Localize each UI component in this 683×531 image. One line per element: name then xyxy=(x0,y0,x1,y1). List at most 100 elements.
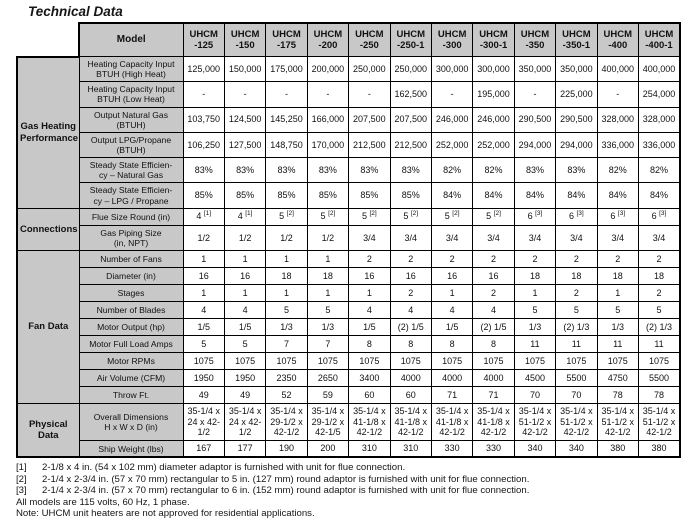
data-cell: 1 xyxy=(182,249,225,268)
data-cell: 16 xyxy=(223,266,267,285)
data-cell: 5 xyxy=(223,334,267,353)
data-cell: 2 xyxy=(555,249,598,268)
data-cell: 85% xyxy=(348,182,391,209)
data-cell: 250,000 xyxy=(389,55,432,83)
data-cell: 1075 xyxy=(223,351,267,370)
data-cell: 4 xyxy=(430,300,474,319)
data-cell: 1 xyxy=(430,283,474,302)
data-cell: 1 xyxy=(265,283,308,302)
data-cell: 200 xyxy=(306,439,350,459)
data-cell: 60 xyxy=(348,385,391,404)
data-cell: 85% xyxy=(223,182,267,209)
data-cell: 11 xyxy=(637,334,681,353)
data-cell: 16 xyxy=(348,266,391,285)
data-cell: 59 xyxy=(306,385,350,404)
data-cell: 5 [2] xyxy=(472,207,515,226)
data-cell: 85% xyxy=(182,182,225,209)
footnote-reference: [3] xyxy=(576,210,584,218)
data-cell: 3/4 xyxy=(389,224,432,251)
data-cell: 190 xyxy=(265,439,308,459)
group-cell: Gas Heating Performance xyxy=(16,55,80,209)
data-cell: 1 xyxy=(223,283,267,302)
data-cell: 145,250 xyxy=(265,106,308,133)
column-header: UHCM -300-1 xyxy=(472,22,515,57)
data-cell: 1/5 xyxy=(223,317,267,336)
data-cell: 3400 xyxy=(348,368,391,387)
data-cell: 84% xyxy=(472,182,515,209)
data-cell: 1/5 xyxy=(430,317,474,336)
data-cell: 1/2 xyxy=(265,224,308,251)
data-cell: 336,000 xyxy=(637,131,681,159)
data-cell: 148,750 xyxy=(265,131,308,159)
row-label: Motor RPMs xyxy=(78,351,184,370)
data-cell: 83% xyxy=(348,157,391,184)
data-cell: 2 xyxy=(348,249,391,268)
data-cell: 200,000 xyxy=(306,55,350,83)
data-cell: 4 xyxy=(389,300,432,319)
footnote-reference: [2] xyxy=(328,210,336,218)
data-cell: 83% xyxy=(555,157,598,184)
data-cell: 4 [1] xyxy=(182,207,225,226)
data-cell: 35-1/4 x 41-1/8 x 42-1/2 xyxy=(348,402,391,441)
data-cell: 49 xyxy=(223,385,267,404)
column-header: UHCM -350-1 xyxy=(555,22,598,57)
data-cell: 8 xyxy=(430,334,474,353)
data-cell: 3/4 xyxy=(555,224,598,251)
data-cell: 225,000 xyxy=(555,81,598,108)
data-cell: 4000 xyxy=(430,368,474,387)
data-cell: 175,000 xyxy=(265,55,308,83)
footnote-reference: [2] xyxy=(286,210,294,218)
row-label: Ship Weight (lbs) xyxy=(78,439,184,459)
data-cell: 71 xyxy=(472,385,515,404)
data-cell: 4500 xyxy=(513,368,557,387)
data-cell: 2 xyxy=(555,283,598,302)
data-cell: 6 [3] xyxy=(513,207,557,226)
data-cell: 207,500 xyxy=(389,106,432,133)
data-cell: 1 xyxy=(596,283,639,302)
column-header: UHCM -150 xyxy=(223,22,267,57)
data-cell: 380 xyxy=(596,439,639,459)
group-cell: Connections xyxy=(16,207,80,251)
data-cell: 8 xyxy=(389,334,432,353)
data-cell: 2 xyxy=(472,283,515,302)
data-cell: 5 xyxy=(637,300,681,319)
data-cell: 2 xyxy=(637,283,681,302)
data-cell: 1075 xyxy=(265,351,308,370)
footnote-marker: [3] xyxy=(16,485,27,497)
data-cell: 5 xyxy=(182,334,225,353)
data-cell: 3/4 xyxy=(637,224,681,251)
data-cell: 246,000 xyxy=(430,106,474,133)
data-cell: 35-1/4 x 29-1/2 x 42-1/5 xyxy=(306,402,350,441)
data-cell: (2) 1/3 xyxy=(637,317,681,336)
data-cell: 5 xyxy=(513,300,557,319)
page-title: Technical Data xyxy=(28,4,123,19)
data-cell: 5500 xyxy=(637,368,681,387)
data-cell: 1 xyxy=(182,283,225,302)
data-cell: 5 xyxy=(265,300,308,319)
data-cell: 60 xyxy=(389,385,432,404)
data-cell: 16 xyxy=(389,266,432,285)
data-cell: 4750 xyxy=(596,368,639,387)
data-cell: 83% xyxy=(223,157,267,184)
data-cell: 330 xyxy=(430,439,474,459)
data-cell: 124,500 xyxy=(223,106,267,133)
data-cell: 1/3 xyxy=(596,317,639,336)
column-header: UHCM -125 xyxy=(182,22,225,57)
data-cell: 3/4 xyxy=(430,224,474,251)
data-cell: 330 xyxy=(472,439,515,459)
column-header: UHCM -175 xyxy=(265,22,308,57)
data-cell: 4000 xyxy=(472,368,515,387)
footnote: [3] 2-1/4 x 2-3/4 in. (57 x 70 mm) rectan… xyxy=(16,485,683,497)
data-cell: 11 xyxy=(596,334,639,353)
data-cell: - xyxy=(223,81,267,108)
data-cell: 1/3 xyxy=(306,317,350,336)
footnote-reference: [2] xyxy=(369,210,377,218)
data-cell: 49 xyxy=(182,385,225,404)
data-cell: 212,500 xyxy=(389,131,432,159)
data-cell: 1075 xyxy=(555,351,598,370)
column-header: UHCM -300 xyxy=(430,22,474,57)
data-cell: 166,000 xyxy=(306,106,350,133)
data-cell: 400,000 xyxy=(637,55,681,83)
row-label: Stages xyxy=(78,283,184,302)
data-cell: 1075 xyxy=(637,351,681,370)
